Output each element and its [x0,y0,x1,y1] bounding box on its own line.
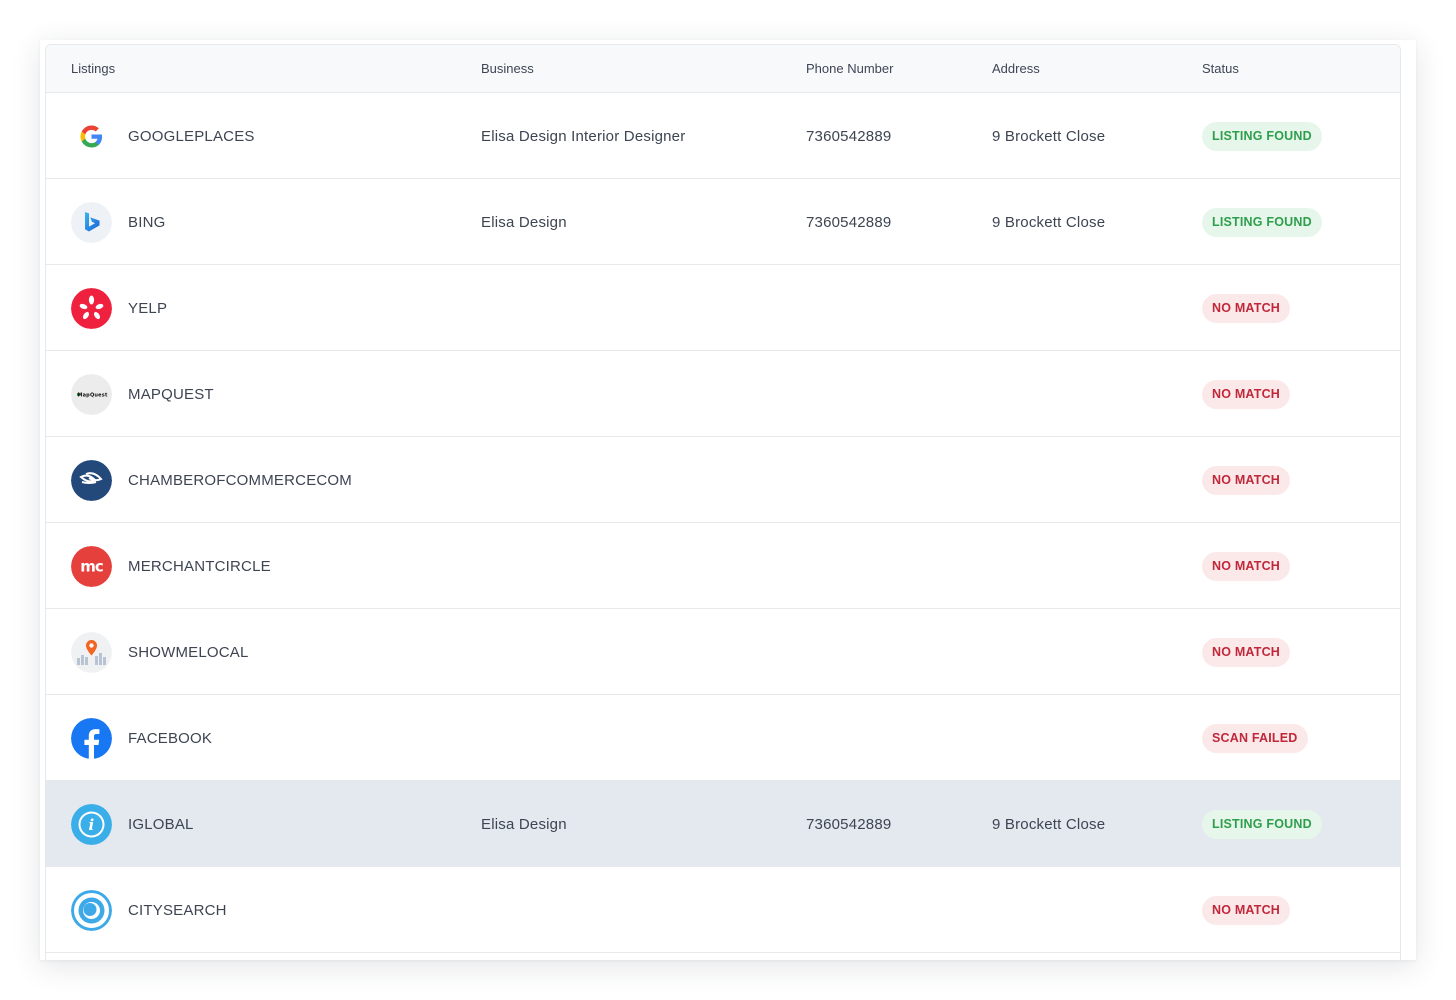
status-cell: NO MATCH [1202,867,1291,953]
address: 9 Brockett Close [992,213,1106,231]
business-name: Elisa Design [481,213,567,231]
listing-name: YELP [128,299,168,317]
listing-cell: i IGLOBAL [71,781,194,867]
citysearch-icon [71,889,112,931]
listing-cell: FACEBOOK [71,695,212,781]
table-row-facebook[interactable]: FACEBOOK SCAN FAILED [46,695,1400,781]
status-badge: NO MATCH [1202,293,1291,323]
status-cell: LISTING FOUND [1202,93,1322,179]
business-name: Elisa Design [481,815,567,833]
status-badge: NO MATCH [1202,379,1291,409]
status-cell: NO MATCH [1202,523,1291,609]
listing-cell: GOOGLEPLACES [71,93,255,179]
status-cell: NO MATCH [1202,609,1291,695]
column-header-listings[interactable]: Listings [71,61,116,76]
column-header-address[interactable]: Address [992,61,1040,76]
status-badge: NO MATCH [1202,637,1291,667]
svg-text:mc: mc [80,557,103,575]
status-badge: NO MATCH [1202,895,1291,925]
status-cell: NO MATCH [1202,351,1291,437]
listing-cell: CITYSEARCH [71,867,227,953]
table-row-citysearch[interactable]: CITYSEARCH NO MATCH [46,867,1400,953]
listing-name: GOOGLEPLACES [128,127,255,145]
status-cell: NO MATCH [1202,265,1291,351]
mapquest-icon: MapQuest [71,373,112,415]
table-row-bing[interactable]: BING Elisa Design 7360542889 9 Brockett … [46,179,1400,265]
table-row-yelp[interactable]: YELP NO MATCH [46,265,1400,351]
showmelocal-icon [71,631,112,673]
listing-name: CITYSEARCH [128,901,227,919]
status-badge: NO MATCH [1202,551,1291,581]
google-icon [71,116,112,157]
listing-cell: SHOWMELOCAL [71,609,249,695]
table-row-mapquest[interactable]: MapQuest MAPQUEST NO MATCH [46,351,1400,437]
listing-name: MAPQUEST [128,385,214,403]
svg-text:MapQuest: MapQuest [77,392,108,398]
table-row-chamberofcommercecom[interactable]: CHAMBEROFCOMMERCECOM NO MATCH [46,437,1400,523]
table-row-googleplaces[interactable]: GOOGLEPLACES Elisa Design Interior Desig… [46,93,1400,179]
table-row-iglobal[interactable]: i IGLOBAL Elisa Design 7360542889 9 Broc… [46,781,1400,867]
listing-cell: mc MERCHANTCIRCLE [71,523,271,609]
phone-number: 7360542889 [806,127,892,145]
status-cell: LISTING FOUND [1202,179,1322,265]
phone-number: 7360542889 [806,213,892,231]
table-row-showmelocal[interactable]: SHOWMELOCAL NO MATCH [46,609,1400,695]
listing-cell: MapQuest MAPQUEST [71,351,214,437]
status-badge: LISTING FOUND [1202,809,1322,839]
listing-name: CHAMBEROFCOMMERCECOM [128,471,352,489]
status-badge: SCAN FAILED [1202,723,1308,753]
chamberofcommerce-icon [71,459,112,501]
status-badge: LISTING FOUND [1202,207,1322,237]
table-body: GOOGLEPLACES Elisa Design Interior Desig… [46,93,1400,953]
phone-number: 7360542889 [806,815,892,833]
listing-name: BING [128,213,166,231]
column-header-status[interactable]: Status [1202,61,1239,76]
address: 9 Brockett Close [992,815,1106,833]
listing-name: FACEBOOK [128,729,213,747]
svg-text:i: i [89,816,95,834]
listing-name: IGLOBAL [128,815,194,833]
merchantcircle-icon: mc [71,545,112,587]
listing-name: SHOWMELOCAL [128,643,249,661]
listings-card: Listings Business Phone Number Address S… [40,40,1416,960]
listings-table: Listings Business Phone Number Address S… [45,44,1401,960]
facebook-icon [71,717,112,759]
address: 9 Brockett Close [992,127,1106,145]
status-cell: NO MATCH [1202,437,1291,523]
column-header-phone[interactable]: Phone Number [806,61,894,76]
listing-cell: BING [71,179,165,265]
listing-name: MERCHANTCIRCLE [128,557,271,575]
iglobal-icon: i [71,803,112,845]
column-header-business[interactable]: Business [481,61,534,76]
status-badge: LISTING FOUND [1202,121,1322,151]
table-row-merchantcircle[interactable]: mc MERCHANTCIRCLE NO MATCH [46,523,1400,609]
bing-icon [71,201,112,243]
listing-cell: CHAMBEROFCOMMERCECOM [71,437,352,523]
status-cell: SCAN FAILED [1202,695,1308,781]
business-name: Elisa Design Interior Designer [481,127,686,145]
status-badge: NO MATCH [1202,465,1291,495]
listing-cell: YELP [71,265,167,351]
yelp-icon [71,287,112,329]
table-header: Listings Business Phone Number Address S… [46,45,1400,93]
status-cell: LISTING FOUND [1202,781,1322,867]
